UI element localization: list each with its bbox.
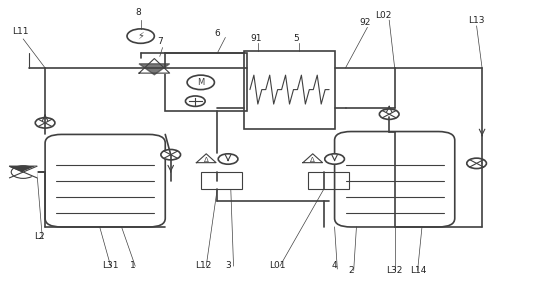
Text: 3: 3 bbox=[225, 261, 231, 270]
Text: L01: L01 bbox=[269, 261, 285, 270]
FancyBboxPatch shape bbox=[334, 131, 455, 227]
Polygon shape bbox=[197, 154, 216, 163]
Text: L12: L12 bbox=[195, 261, 212, 270]
Circle shape bbox=[467, 158, 486, 168]
Bar bbox=[201, 172, 242, 190]
Bar bbox=[309, 172, 349, 190]
Text: Δ: Δ bbox=[204, 157, 209, 163]
Circle shape bbox=[219, 154, 238, 164]
Text: 7: 7 bbox=[157, 37, 163, 46]
Polygon shape bbox=[23, 166, 37, 178]
Text: 92: 92 bbox=[359, 18, 371, 27]
Polygon shape bbox=[139, 64, 170, 75]
Text: 8: 8 bbox=[135, 8, 141, 17]
Circle shape bbox=[11, 166, 35, 178]
Text: L2: L2 bbox=[34, 232, 45, 241]
Text: Δ: Δ bbox=[310, 157, 315, 163]
Text: ⚡: ⚡ bbox=[137, 31, 144, 41]
Circle shape bbox=[187, 75, 215, 90]
Polygon shape bbox=[303, 154, 323, 163]
Circle shape bbox=[186, 96, 205, 106]
Text: L02: L02 bbox=[376, 11, 392, 20]
Polygon shape bbox=[9, 166, 37, 172]
Text: L14: L14 bbox=[410, 266, 427, 275]
Text: L13: L13 bbox=[468, 15, 485, 25]
Circle shape bbox=[127, 29, 154, 43]
FancyBboxPatch shape bbox=[45, 134, 165, 227]
Text: 2: 2 bbox=[348, 266, 354, 275]
Text: 91: 91 bbox=[250, 34, 261, 43]
Circle shape bbox=[35, 118, 55, 128]
Text: 5: 5 bbox=[294, 34, 299, 43]
Polygon shape bbox=[139, 58, 170, 73]
Text: M: M bbox=[197, 78, 204, 87]
Circle shape bbox=[161, 150, 181, 160]
Text: L11: L11 bbox=[12, 27, 29, 36]
Text: L32: L32 bbox=[386, 266, 403, 275]
Circle shape bbox=[379, 109, 399, 119]
Bar bbox=[244, 51, 334, 129]
Text: 6: 6 bbox=[215, 29, 220, 38]
Bar bbox=[165, 53, 247, 111]
Text: L31: L31 bbox=[103, 261, 119, 270]
Text: 1: 1 bbox=[130, 261, 136, 270]
Circle shape bbox=[325, 154, 344, 164]
Text: 4: 4 bbox=[332, 261, 338, 270]
